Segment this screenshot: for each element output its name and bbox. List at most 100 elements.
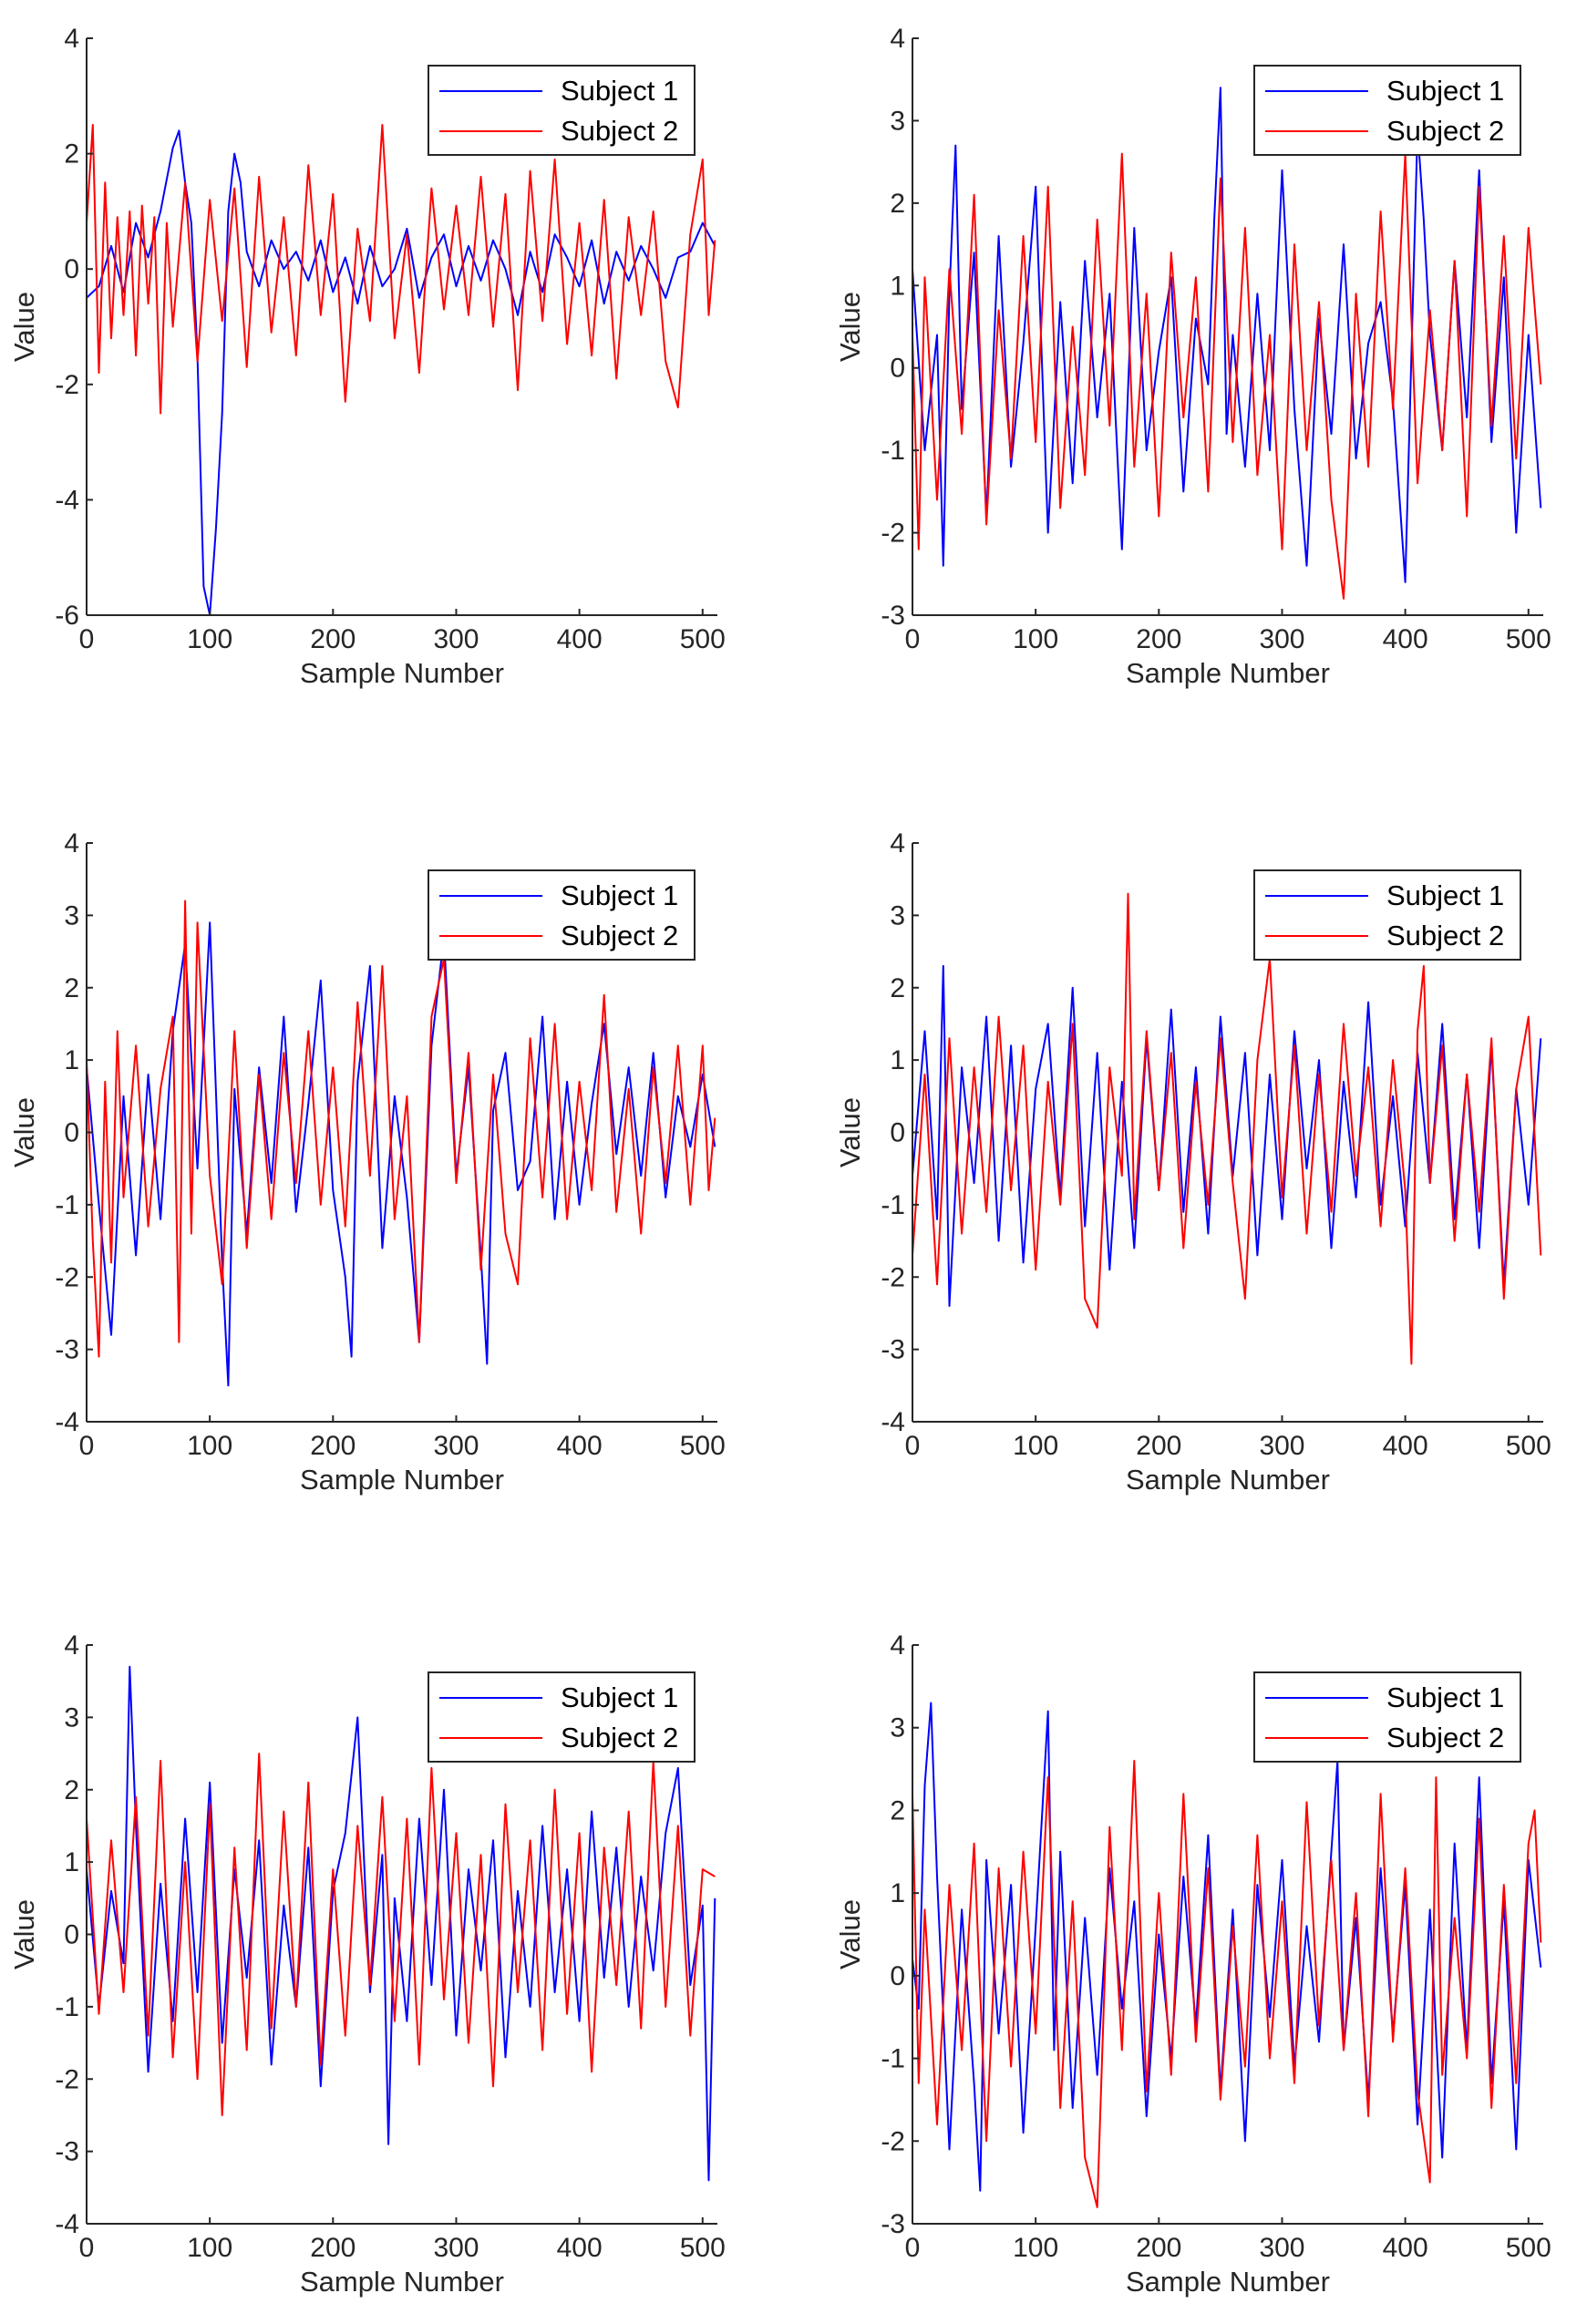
- panel-5-y-tick-label: 3: [64, 1702, 79, 1733]
- panel-1-y-tick-label: 0: [64, 254, 79, 284]
- panel-4-y-tick-label: 1: [890, 1045, 905, 1075]
- panel-6-x-tick-label: 300: [1259, 2233, 1304, 2263]
- panel-5-y-tick-label: 4: [64, 1630, 79, 1661]
- panel-3-y-tick-label: 1: [64, 1045, 79, 1075]
- panel-5-y-axis-label: Value: [8, 1899, 40, 1969]
- panel-3-legend-box: [428, 869, 696, 961]
- panel-2-legend-label-1: Subject 1: [1386, 75, 1504, 107]
- panel-2-x-tick-label: 200: [1136, 624, 1181, 654]
- panel-1-x-tick-label: 300: [433, 624, 479, 654]
- panel-3-legend: Subject 1 Subject 2: [428, 869, 696, 961]
- panel-1-legend-box: [428, 65, 696, 156]
- panel-2-legend-box: [1253, 65, 1521, 156]
- panel-3-x-tick-label: 500: [680, 1431, 726, 1461]
- panel-1-y-tick-label: 2: [64, 139, 79, 170]
- panel-1-legend-label-2: Subject 2: [561, 115, 678, 147]
- panel-2-y-tick-label: 2: [890, 189, 905, 219]
- panel-4-x-tick-label: 0: [905, 1431, 921, 1461]
- panel-5-legend-label-1: Subject 1: [561, 1681, 678, 1713]
- panel-5-series-2-line: [87, 1753, 716, 2116]
- panel-6-series-1-line: [912, 1702, 1542, 2192]
- panel-5-y-tick-label: 0: [64, 1920, 79, 1950]
- panel-1-x-tick-label: 0: [79, 624, 95, 654]
- panel-4-y-tick-label: 0: [890, 1118, 905, 1148]
- panel-4-x-tick-label: 300: [1259, 1431, 1304, 1461]
- panel-6-legend-box: [1253, 1671, 1521, 1763]
- panel-6-y-axis-label: Value: [834, 1899, 866, 1969]
- panel-2-legend: Subject 1 Subject 2: [1253, 65, 1521, 156]
- panel-5-y-tick-label: -4: [55, 2209, 79, 2239]
- panel-4-y-tick-label: 4: [890, 828, 905, 859]
- panel-3-y-tick-label: 3: [64, 900, 79, 931]
- chart-panel-4: 0 100 200 300 400 500 -4 -3 -2 -1 0 1 2 3 4 Sample Numb…: [834, 828, 1551, 1496]
- panel-2-y-axis-label: Value: [834, 292, 866, 362]
- panel-2-y-tick-label: -1: [881, 436, 905, 466]
- panel-4-y-tick-label: -3: [881, 1335, 905, 1365]
- panel-1-x-tick-label: 100: [187, 624, 232, 654]
- panel-5-y-tick-label: 1: [64, 1847, 79, 1877]
- panel-5-x-tick-label: 400: [557, 2233, 603, 2263]
- panel-6-legend-label-1: Subject 1: [1386, 1681, 1504, 1713]
- panel-5-x-tick-label: 500: [680, 2233, 726, 2263]
- panel-3-x-tick-label: 0: [79, 1431, 95, 1461]
- panel-6-y-tick-label: 0: [890, 1961, 905, 1991]
- panel-3-y-tick-label: 2: [64, 973, 79, 1003]
- panel-5-series-1-line: [87, 1665, 716, 2182]
- panel-5-y-tick-label: -3: [55, 2137, 79, 2167]
- panel-2-series-2-line: [912, 152, 1542, 600]
- panel-5-x-tick-label: 300: [433, 2233, 479, 2263]
- panel-1-y-tick-label: -4: [55, 485, 79, 515]
- panel-5-legend-label-2: Subject 2: [561, 1722, 678, 1753]
- panel-2-y-tick-label: -2: [881, 519, 905, 549]
- panel-6-legend: Subject 1 Subject 2: [1253, 1671, 1521, 1763]
- panel-5-y-tick-label: -1: [55, 1992, 79, 2022]
- panel-2-y-tick-label: 0: [890, 354, 905, 384]
- panel-5-y-tick-label: -2: [55, 2064, 79, 2094]
- panel-6-y-tick-label: 4: [890, 1630, 905, 1661]
- panel-6-x-tick-label: 500: [1506, 2233, 1551, 2263]
- panel-4-legend: Subject 1 Subject 2: [1253, 869, 1521, 961]
- chart-panel-6: 0 100 200 300 400 500 -3 -2 -1 0 1 2 3 4 Sample Number…: [834, 1630, 1551, 2298]
- panel-4-x-tick-label: 100: [1013, 1431, 1058, 1461]
- panel-2-series-1-line: [912, 87, 1542, 583]
- panel-4-series-2-line: [912, 892, 1542, 1365]
- panel-4-y-axis-label: Value: [834, 1097, 866, 1167]
- panel-6-y-tick-label: -1: [881, 2044, 905, 2074]
- panel-4-y-tick-label: 3: [890, 900, 905, 931]
- panel-1-y-tick-label: 4: [64, 24, 79, 54]
- panel-4-x-tick-label: 500: [1506, 1431, 1551, 1461]
- panel-4-y-tick-label: -2: [881, 1262, 905, 1292]
- panel-6-y-tick-label: 1: [890, 1878, 905, 1908]
- panel-2-y-tick-label: 3: [890, 106, 905, 136]
- chart-panel-1: 0 100 200 300 400 500 -6 -4 -2 0 2 4 Sample Number Va…: [8, 24, 726, 689]
- panel-2-y-tick-label: -3: [881, 601, 905, 631]
- panel-1-series-2-line: [87, 124, 716, 415]
- panel-1-x-tick-label: 500: [680, 624, 726, 654]
- panel-6-x-tick-label: 200: [1136, 2233, 1181, 2263]
- panel-3-series-1-line: [87, 921, 716, 1387]
- panel-6-y-tick-label: 2: [890, 1795, 905, 1825]
- panel-5-legend: Subject 1 Subject 2: [428, 1671, 696, 1763]
- panel-6-y-tick-label: 3: [890, 1713, 905, 1743]
- panel-3-y-tick-label: 4: [64, 828, 79, 859]
- panel-1-series-1-line: [87, 129, 716, 615]
- panel-1-x-tick-label: 200: [310, 624, 356, 654]
- panel-3-x-tick-label: 200: [310, 1431, 356, 1461]
- panel-4-legend-label-2: Subject 2: [1386, 920, 1504, 951]
- panel-5-x-tick-label: 200: [310, 2233, 356, 2263]
- panel-4-legend-label-1: Subject 1: [1386, 879, 1504, 911]
- panel-2-x-axis-label: Sample Number: [1126, 657, 1330, 689]
- panel-6-y-tick-label: -3: [881, 2209, 905, 2239]
- panel-6-x-tick-label: 0: [905, 2233, 921, 2263]
- panel-2-x-tick-label: 100: [1013, 624, 1058, 654]
- panel-1-x-tick-label: 400: [557, 624, 603, 654]
- panel-1-x-axis-label: Sample Number: [300, 657, 504, 689]
- panel-3-y-tick-label: -1: [55, 1190, 79, 1220]
- panel-6-series-2-line: [912, 1760, 1542, 2208]
- chart-panel-5: 0 100 200 300 400 500 -4 -3 -2 -1 0 1 2 3 4 Sample Numb…: [8, 1630, 726, 2298]
- panel-5-x-axis-label: Sample Number: [300, 2266, 504, 2298]
- panel-3-y-tick-label: -4: [55, 1407, 79, 1437]
- panel-4-y-tick-label: -4: [881, 1407, 905, 1437]
- chart-panel-2: 0 100 200 300 400 500 -3 -2 -1 0 1 2 3 4 Sample Number…: [834, 24, 1551, 689]
